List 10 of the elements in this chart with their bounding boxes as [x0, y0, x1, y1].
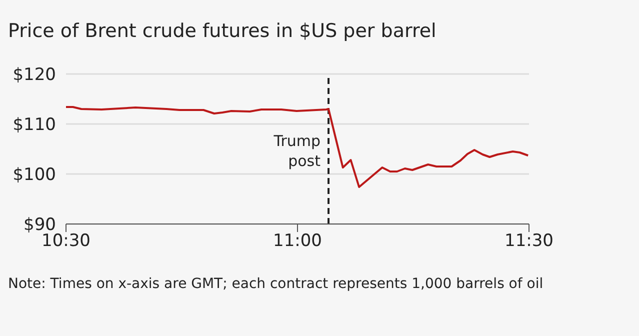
- x-tick-label: 10:30: [42, 231, 90, 252]
- text: Note: Times on x-axis are GMT; each contract represents 1,000 barrels of oil: [8, 276, 544, 292]
- ref-line-label: Trump post: [272, 132, 321, 170]
- y-tick-label: $100: [12, 165, 56, 186]
- x-tick-label: 11:30: [504, 231, 554, 252]
- y-tick-label: $120: [12, 65, 56, 86]
- x-tick-label: 11:00: [273, 231, 322, 252]
- y-tick-label: $110: [12, 115, 56, 136]
- chart-title: Price of Brent crude futures in $US per barrel: [8, 20, 436, 42]
- line-series: [66, 106, 529, 188]
